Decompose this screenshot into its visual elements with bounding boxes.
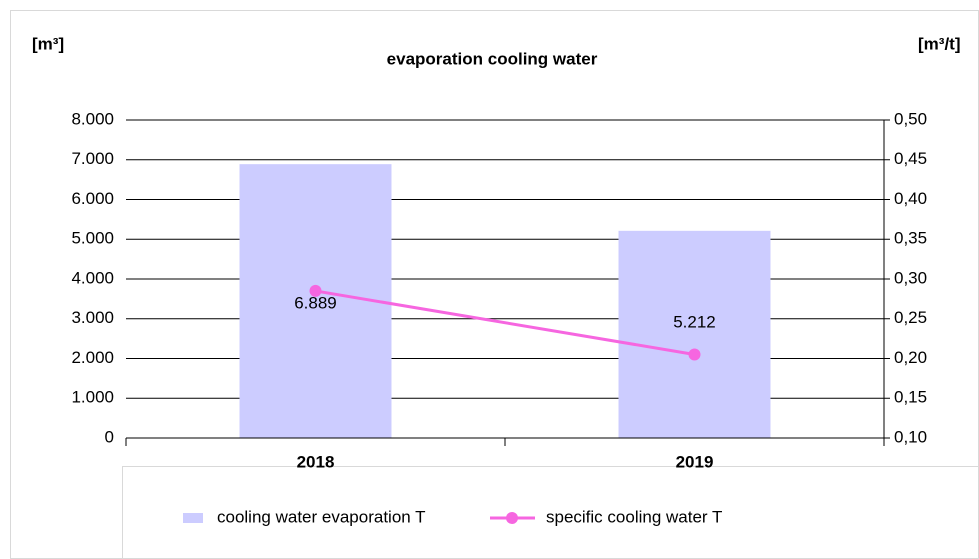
legend-label: cooling water evaporation T xyxy=(217,507,426,526)
y-tick-label: 0 xyxy=(105,427,114,446)
y2-tick-label: 0,10 xyxy=(894,427,927,446)
y2-tick-label: 0,15 xyxy=(894,388,927,407)
y-tick-label: 5.000 xyxy=(71,229,114,248)
y2-tick-label: 0,30 xyxy=(894,268,927,287)
data-label: 5.212 xyxy=(673,312,716,331)
y2-tick-label: 0,20 xyxy=(894,348,927,367)
bar xyxy=(618,230,771,438)
legend-label: specific cooling water T xyxy=(546,507,722,526)
y-tick-label: 6.000 xyxy=(71,189,114,208)
y-axis-label: [m³] xyxy=(32,34,64,53)
y-tick-label: 1.000 xyxy=(71,388,114,407)
y-tick-label: 4.000 xyxy=(71,268,114,287)
y2-tick-label: 0,45 xyxy=(894,149,927,168)
x-tick-label: 2019 xyxy=(676,452,714,471)
line-point xyxy=(309,284,322,297)
x-tick-label: 2018 xyxy=(297,452,335,471)
bar xyxy=(239,164,392,439)
y2-tick-label: 0,25 xyxy=(894,308,927,327)
chart-title: evaporation cooling water xyxy=(387,49,598,68)
data-label: 6.889 xyxy=(294,293,337,312)
y-tick-label: 8.000 xyxy=(71,109,114,128)
line-point xyxy=(688,348,701,361)
legend-box xyxy=(122,466,979,559)
y-tick-label: 7.000 xyxy=(71,149,114,168)
y2-tick-label: 0,50 xyxy=(894,109,927,128)
line xyxy=(315,289,695,357)
y2-axis-label: [m³/t] xyxy=(918,34,960,53)
y-tick-label: 3.000 xyxy=(71,308,114,327)
y-tick-label: 2.000 xyxy=(71,348,114,367)
y2-tick-label: 0,40 xyxy=(894,189,927,208)
legend-swatch xyxy=(183,513,203,523)
legend-swatch-dot xyxy=(506,512,518,524)
y2-tick-label: 0,35 xyxy=(894,229,927,248)
